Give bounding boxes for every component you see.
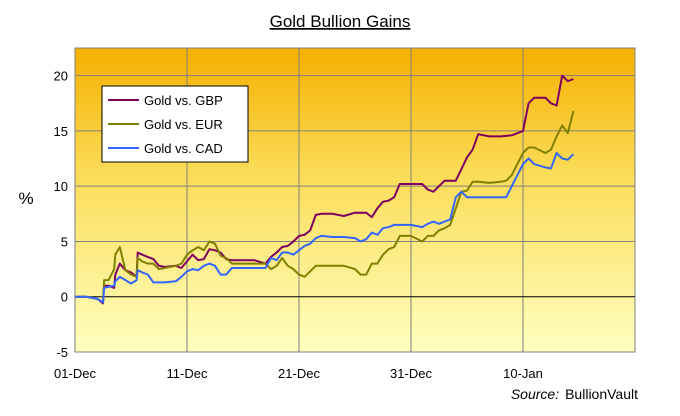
- source-note: Source: BullionVault: [511, 386, 638, 402]
- series-line-eur: [75, 110, 575, 304]
- series-line-gbp: [75, 74, 574, 305]
- y-tick-label: 5: [61, 234, 68, 249]
- y-tick-label: 10: [54, 179, 68, 194]
- x-tick-label: 21-Dec: [278, 366, 320, 381]
- x-tick-label: 01-Dec: [54, 366, 96, 381]
- source-value: BullionVault: [565, 386, 638, 402]
- legend: Gold vs. GBP Gold vs. EUR Gold vs. CAD: [101, 85, 249, 163]
- legend-label-gbp: Gold vs. GBP: [144, 93, 223, 108]
- y-tick-label: 20: [54, 69, 68, 84]
- series-layer: [75, 74, 575, 305]
- series-line-cad: [75, 152, 575, 304]
- x-tick-label: 10-Jan: [503, 366, 543, 381]
- legend-label-eur: Gold vs. EUR: [144, 117, 223, 132]
- axis-layer: -5 0 5 10 15 20 01-Dec 11-Dec 21-Dec 31-Dec 10-Jan: [54, 69, 543, 381]
- chart-title: Gold Bullion Gains: [270, 12, 411, 31]
- x-tick-label: 31-Dec: [390, 366, 432, 381]
- grid-layer: [75, 48, 635, 353]
- y-tick-label: -5: [56, 345, 68, 360]
- y-tick-label: 0: [61, 290, 68, 305]
- legend-label-cad: Gold vs. CAD: [144, 141, 223, 156]
- y-tick-label: 15: [54, 124, 68, 139]
- x-tick-label: 11-Dec: [167, 366, 208, 381]
- source-label: Source:: [511, 386, 559, 402]
- y-axis-label: %: [18, 189, 33, 208]
